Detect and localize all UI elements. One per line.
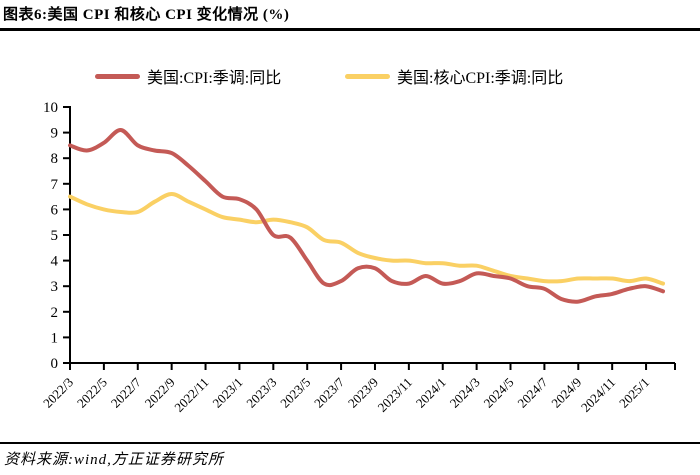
x-tick-label: 2024/5 — [480, 375, 516, 411]
y-tick-label: 4 — [51, 254, 59, 270]
x-tick-label: 2023/5 — [277, 375, 313, 411]
y-tick-label: 1 — [51, 330, 59, 346]
y-tick-label: 2 — [51, 305, 59, 321]
legend-line-swatch — [345, 73, 390, 79]
legend-label: 美国:核心CPI:季调:同比 — [397, 70, 564, 87]
x-tick-label: 2023/11 — [375, 375, 415, 415]
source-note: 资料来源:wind,方正证券研究所 — [4, 452, 224, 468]
x-tick-label: 2022/7 — [108, 374, 144, 410]
footer-divider — [0, 442, 700, 444]
y-tick-label: 8 — [51, 151, 59, 167]
y-tick-label: 7 — [51, 177, 59, 193]
x-tick-label: 2025/1 — [616, 375, 652, 411]
cpi-line-chart: 0123456789102022/32022/52022/72022/92022… — [40, 100, 676, 415]
y-tick-label: 5 — [51, 228, 59, 244]
x-tick-label: 2024/3 — [447, 375, 483, 411]
figure-title: 图表6:美国 CPI 和核心 CPI 变化情况 (%) — [3, 7, 290, 23]
legend-label: 美国:CPI:季调:同比 — [147, 70, 282, 87]
y-tick-label: 6 — [51, 202, 59, 218]
legend-item-us-cpi: 美国:CPI:季调:同比 — [95, 64, 281, 88]
chart-legend: 美国:CPI:季调:同比 美国:核心CPI:季调:同比 — [0, 64, 700, 87]
y-tick-label: 9 — [51, 126, 59, 142]
x-tick-label: 2024/1 — [413, 375, 449, 411]
legend-line-swatch — [95, 73, 140, 79]
x-tick-label: 2022/5 — [74, 375, 110, 411]
x-tick-label: 2024/11 — [578, 375, 618, 415]
x-tick-label: 2023/7 — [311, 374, 347, 410]
series-line-us-core-cpi — [68, 192, 665, 286]
y-tick-label: 10 — [43, 100, 58, 116]
x-tick-label: 2024/7 — [514, 374, 550, 410]
x-tick-label: 2022/3 — [40, 375, 76, 411]
legend-item-us-core-cpi: 美国:核心CPI:季调:同比 — [345, 64, 563, 88]
y-tick-label: 3 — [51, 279, 59, 295]
series-line-us-cpi — [68, 128, 665, 304]
y-tick-label: 0 — [51, 356, 59, 372]
x-tick-label: 2022/11 — [171, 375, 211, 415]
x-tick-label: 2023/3 — [243, 375, 279, 411]
title-divider — [0, 28, 700, 31]
x-tick-label: 2023/1 — [209, 375, 245, 411]
